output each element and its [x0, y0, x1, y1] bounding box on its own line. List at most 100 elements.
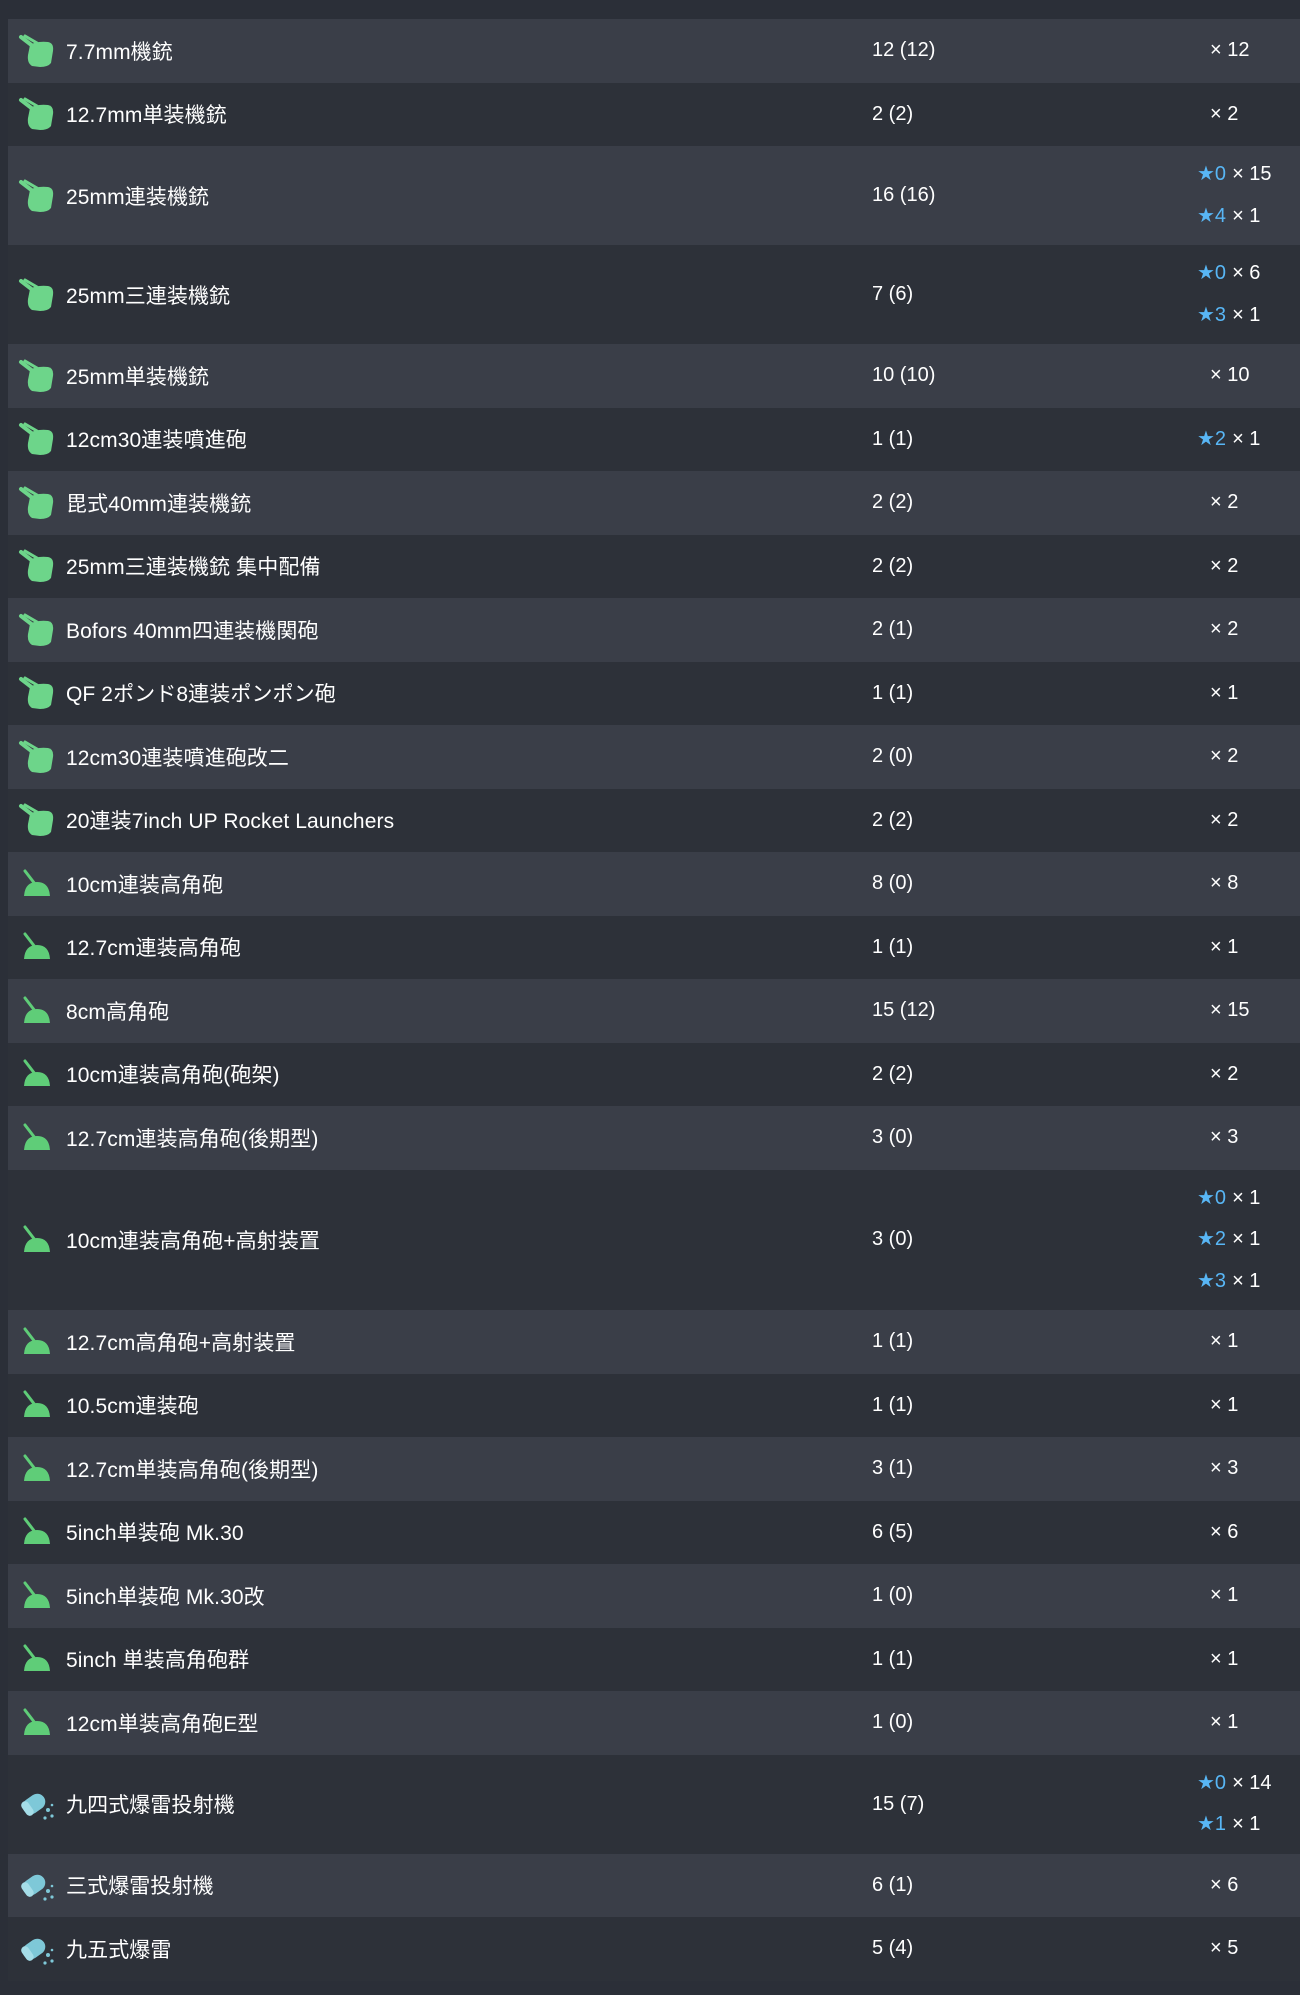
improvement-breakdown: × 1: [1197, 1628, 1300, 1691]
improvement-line: ★2 × 1: [1197, 1219, 1300, 1261]
equipment-name: 12cm単装高角砲E型: [66, 1712, 259, 1736]
equipment-count: 1 (0): [872, 1584, 914, 1607]
equipment-name: 25mm連装機銃: [66, 185, 210, 209]
equipment-count: 2 (2): [872, 554, 914, 577]
improvement-breakdown: × 1: [1197, 1374, 1300, 1437]
quantity: × 1: [1232, 1269, 1261, 1292]
table-row[interactable]: 12cm30連装噴進砲改二 2 (0) × 2: [8, 725, 1300, 789]
equipment-count: 2 (1): [872, 618, 914, 641]
equipment-name: 12cm30連装噴進砲改二: [66, 746, 290, 770]
table-row[interactable]: 三式爆雷投射機 6 (1) × 6: [8, 1853, 1300, 1917]
equipment-count: 3 (0): [872, 1126, 914, 1149]
improvement-line: × 5: [1197, 1925, 1300, 1972]
table-row[interactable]: 5inch単装砲 Mk.30 6 (5) × 6: [8, 1500, 1300, 1564]
improvement-breakdown: × 1: [1197, 916, 1300, 979]
aa-gun-icon: [8, 485, 66, 521]
quantity: × 1: [1232, 204, 1261, 227]
improvement-breakdown: ★0 × 15 ★4 × 1: [1197, 146, 1300, 245]
depth-charge-icon: [8, 1867, 66, 1903]
improvement-line: × 12: [1197, 27, 1300, 74]
table-row[interactable]: 九四式爆雷投射機 15 (7) ★0 × 14 ★1 × 1: [8, 1754, 1300, 1854]
improvement-line: ★3 × 1: [1197, 1261, 1300, 1303]
improvement-breakdown: × 2: [1197, 83, 1300, 146]
star-level: ★3: [1197, 1269, 1227, 1292]
ha-gun-icon: [8, 1453, 66, 1485]
table-row[interactable]: 5inch 単装高角砲群 1 (1) × 1: [8, 1627, 1300, 1691]
quantity: × 1: [1210, 681, 1239, 704]
table-row[interactable]: 10cm連装高角砲(砲架) 2 (2) × 2: [8, 1042, 1300, 1106]
ha-gun-icon: [8, 868, 66, 900]
table-row[interactable]: 10cm連装高角砲+高射装置 3 (0) ★0 × 1 ★2 × 1 ★3 × 1: [8, 1169, 1300, 1310]
improvement-line: × 8: [1197, 860, 1300, 907]
table-row[interactable]: 7.7mm機銃 12 (12) × 12: [8, 19, 1300, 83]
table-row[interactable]: 12.7mm単装機銃 2 (2) × 2: [8, 82, 1300, 146]
table-row[interactable]: 8cm高角砲 15 (12) × 15: [8, 979, 1300, 1043]
equipment-count: 3 (1): [872, 1457, 914, 1480]
table-row[interactable]: 九五式爆雷 5 (4) × 5: [8, 1917, 1300, 1981]
star-level: ★2: [1197, 1228, 1227, 1250]
aa-gun-icon: [8, 178, 66, 214]
equipment-name: 12.7cm単装高角砲(後期型): [66, 1458, 319, 1482]
ha-gun-icon: [8, 1516, 66, 1548]
star-level: ★1: [1197, 1813, 1227, 1835]
equipment-count: 6 (5): [872, 1520, 914, 1543]
table-row[interactable]: 20連装7inch UP Rocket Launchers 2 (2) × 2: [8, 788, 1300, 852]
table-row[interactable]: QF 2ポンド8連装ポンポン砲 1 (1) × 1: [8, 661, 1300, 725]
star-level: ★3: [1197, 303, 1227, 326]
equipment-name: 12.7cm高角砲+高射装置: [66, 1331, 296, 1355]
table-row[interactable]: Bofors 40mm四連装機関砲 2 (1) × 2: [8, 598, 1300, 662]
improvement-breakdown: × 6: [1197, 1854, 1300, 1917]
improvement-line: ★0 × 14: [1197, 1763, 1300, 1805]
quantity: × 1: [1232, 427, 1261, 450]
improvement-breakdown: × 2: [1197, 725, 1300, 788]
equipment-count: 1 (1): [872, 1393, 914, 1416]
quantity: × 12: [1210, 39, 1250, 62]
equipment-count: 2 (0): [872, 745, 914, 768]
table-row[interactable]: 10.5cm連装砲 1 (1) × 1: [8, 1373, 1300, 1437]
improvement-line: × 2: [1197, 479, 1300, 526]
improvement-line: × 2: [1197, 606, 1300, 653]
improvement-line: × 2: [1197, 733, 1300, 780]
star-level: ★4: [1197, 204, 1227, 227]
quantity: × 1: [1232, 303, 1261, 326]
table-row[interactable]: 25mm三連装機銃 7 (6) ★0 × 6 ★3 × 1: [8, 245, 1300, 344]
table-row[interactable]: 12.7cm高角砲+高射装置 1 (1) × 1: [8, 1310, 1300, 1374]
improvement-breakdown: ★0 × 14 ★1 × 1: [1197, 1755, 1300, 1854]
table-row[interactable]: 12.7cm連装高角砲 1 (1) × 1: [8, 915, 1300, 979]
table-row[interactable]: 25mm三連装機銃 集中配備 2 (2) × 2: [8, 534, 1300, 598]
improvement-line: × 2: [1197, 543, 1300, 590]
aa-gun-icon: [8, 675, 66, 711]
table-row[interactable]: 10cm連装高角砲 8 (0) × 8: [8, 852, 1300, 916]
depth-charge-icon: [8, 1931, 66, 1967]
equipment-count: 10 (10): [872, 364, 936, 387]
equipment-count: 15 (7): [872, 1792, 925, 1815]
equipment-count: 1 (1): [872, 935, 914, 958]
table-row[interactable]: 12.7cm連装高角砲(後期型) 3 (0) × 3: [8, 1106, 1300, 1170]
table-row[interactable]: 毘式40mm連装機銃 2 (2) × 2: [8, 471, 1300, 535]
table-row[interactable]: 12.7cm単装高角砲(後期型) 3 (1) × 3: [8, 1437, 1300, 1501]
equipment-count: 6 (1): [872, 1873, 914, 1896]
equipment-name: 7.7mm機銃: [66, 40, 173, 64]
star-level: ★2: [1197, 427, 1227, 450]
table-row[interactable]: 25mm単装機銃 10 (10) × 10: [8, 344, 1300, 408]
improvement-line: × 1: [1197, 1636, 1300, 1683]
table-row[interactable]: 12cm30連装噴進砲 1 (1) ★2 × 1: [8, 407, 1300, 471]
star-level: ★0: [1197, 1186, 1227, 1209]
equipment-count: 1 (1): [872, 681, 914, 704]
improvement-line: × 1: [1197, 1382, 1300, 1429]
star-level: ★0: [1197, 163, 1227, 185]
equipment-name: 25mm三連装機銃 集中配備: [66, 556, 321, 580]
equipment-count: 7 (6): [872, 283, 914, 305]
quantity: × 2: [1210, 745, 1239, 768]
improvement-line: ★0 × 6: [1197, 253, 1300, 295]
equipment-count: 2 (2): [872, 1062, 914, 1085]
quantity: × 15: [1210, 999, 1250, 1022]
equipment-count: 15 (12): [872, 999, 936, 1022]
table-row[interactable]: 12cm単装高角砲E型 1 (0) × 1: [8, 1691, 1300, 1755]
quantity: × 3: [1210, 1126, 1239, 1149]
quantity: × 15: [1232, 163, 1272, 185]
table-row[interactable]: 25mm連装機銃 16 (16) ★0 × 15 ★4 × 1: [8, 146, 1300, 245]
quantity: × 1: [1210, 1584, 1239, 1607]
aa-gun-icon: [8, 802, 66, 838]
table-row[interactable]: 5inch単装砲 Mk.30改 1 (0) × 1: [8, 1564, 1300, 1628]
